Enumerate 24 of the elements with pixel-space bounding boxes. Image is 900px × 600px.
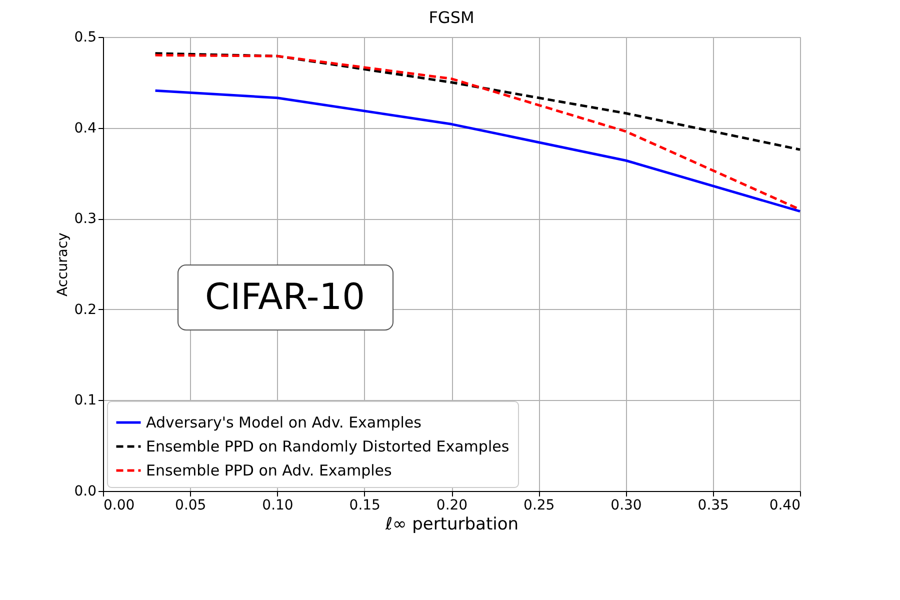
y-tick-label: 0.0: [74, 484, 96, 500]
legend-label: Ensemble PPD on Adv. Examples: [146, 462, 392, 480]
y-tick-label: 0.3: [74, 211, 96, 228]
x-tick-label: 0.40: [769, 498, 800, 514]
y-tick-label: 0.2: [74, 302, 96, 318]
x-tick-label: 0.20: [436, 498, 468, 514]
x-tick-label: 0.30: [610, 498, 642, 514]
x-tick-label: 0.00: [104, 498, 135, 514]
y-tick-label: 0.1: [74, 392, 96, 409]
line-series: [154, 89, 802, 213]
legend-label: Adversary's Model on Adv. Examples: [146, 414, 422, 432]
y-tick-label: 0.4: [74, 120, 97, 136]
y-axis-title: Accuracy: [55, 232, 72, 296]
x-tick-label: 0.25: [524, 498, 555, 514]
x-tick-label: 0.15: [349, 498, 380, 514]
annotation: CIFAR-10: [204, 277, 366, 318]
x-tick-label: 0.10: [262, 498, 294, 514]
x-tick-label: 0.05: [175, 498, 206, 514]
chart-title: FGSM: [428, 8, 474, 27]
x-tick-label: 0.35: [698, 498, 729, 514]
legend-label: Ensemble PPD on Randomly Distorted Examples: [146, 438, 510, 456]
line-series: [154, 52, 802, 151]
x-axis-title: ℓ∞ perturbation: [384, 514, 519, 534]
y-tick-label: 0.5: [74, 30, 96, 46]
